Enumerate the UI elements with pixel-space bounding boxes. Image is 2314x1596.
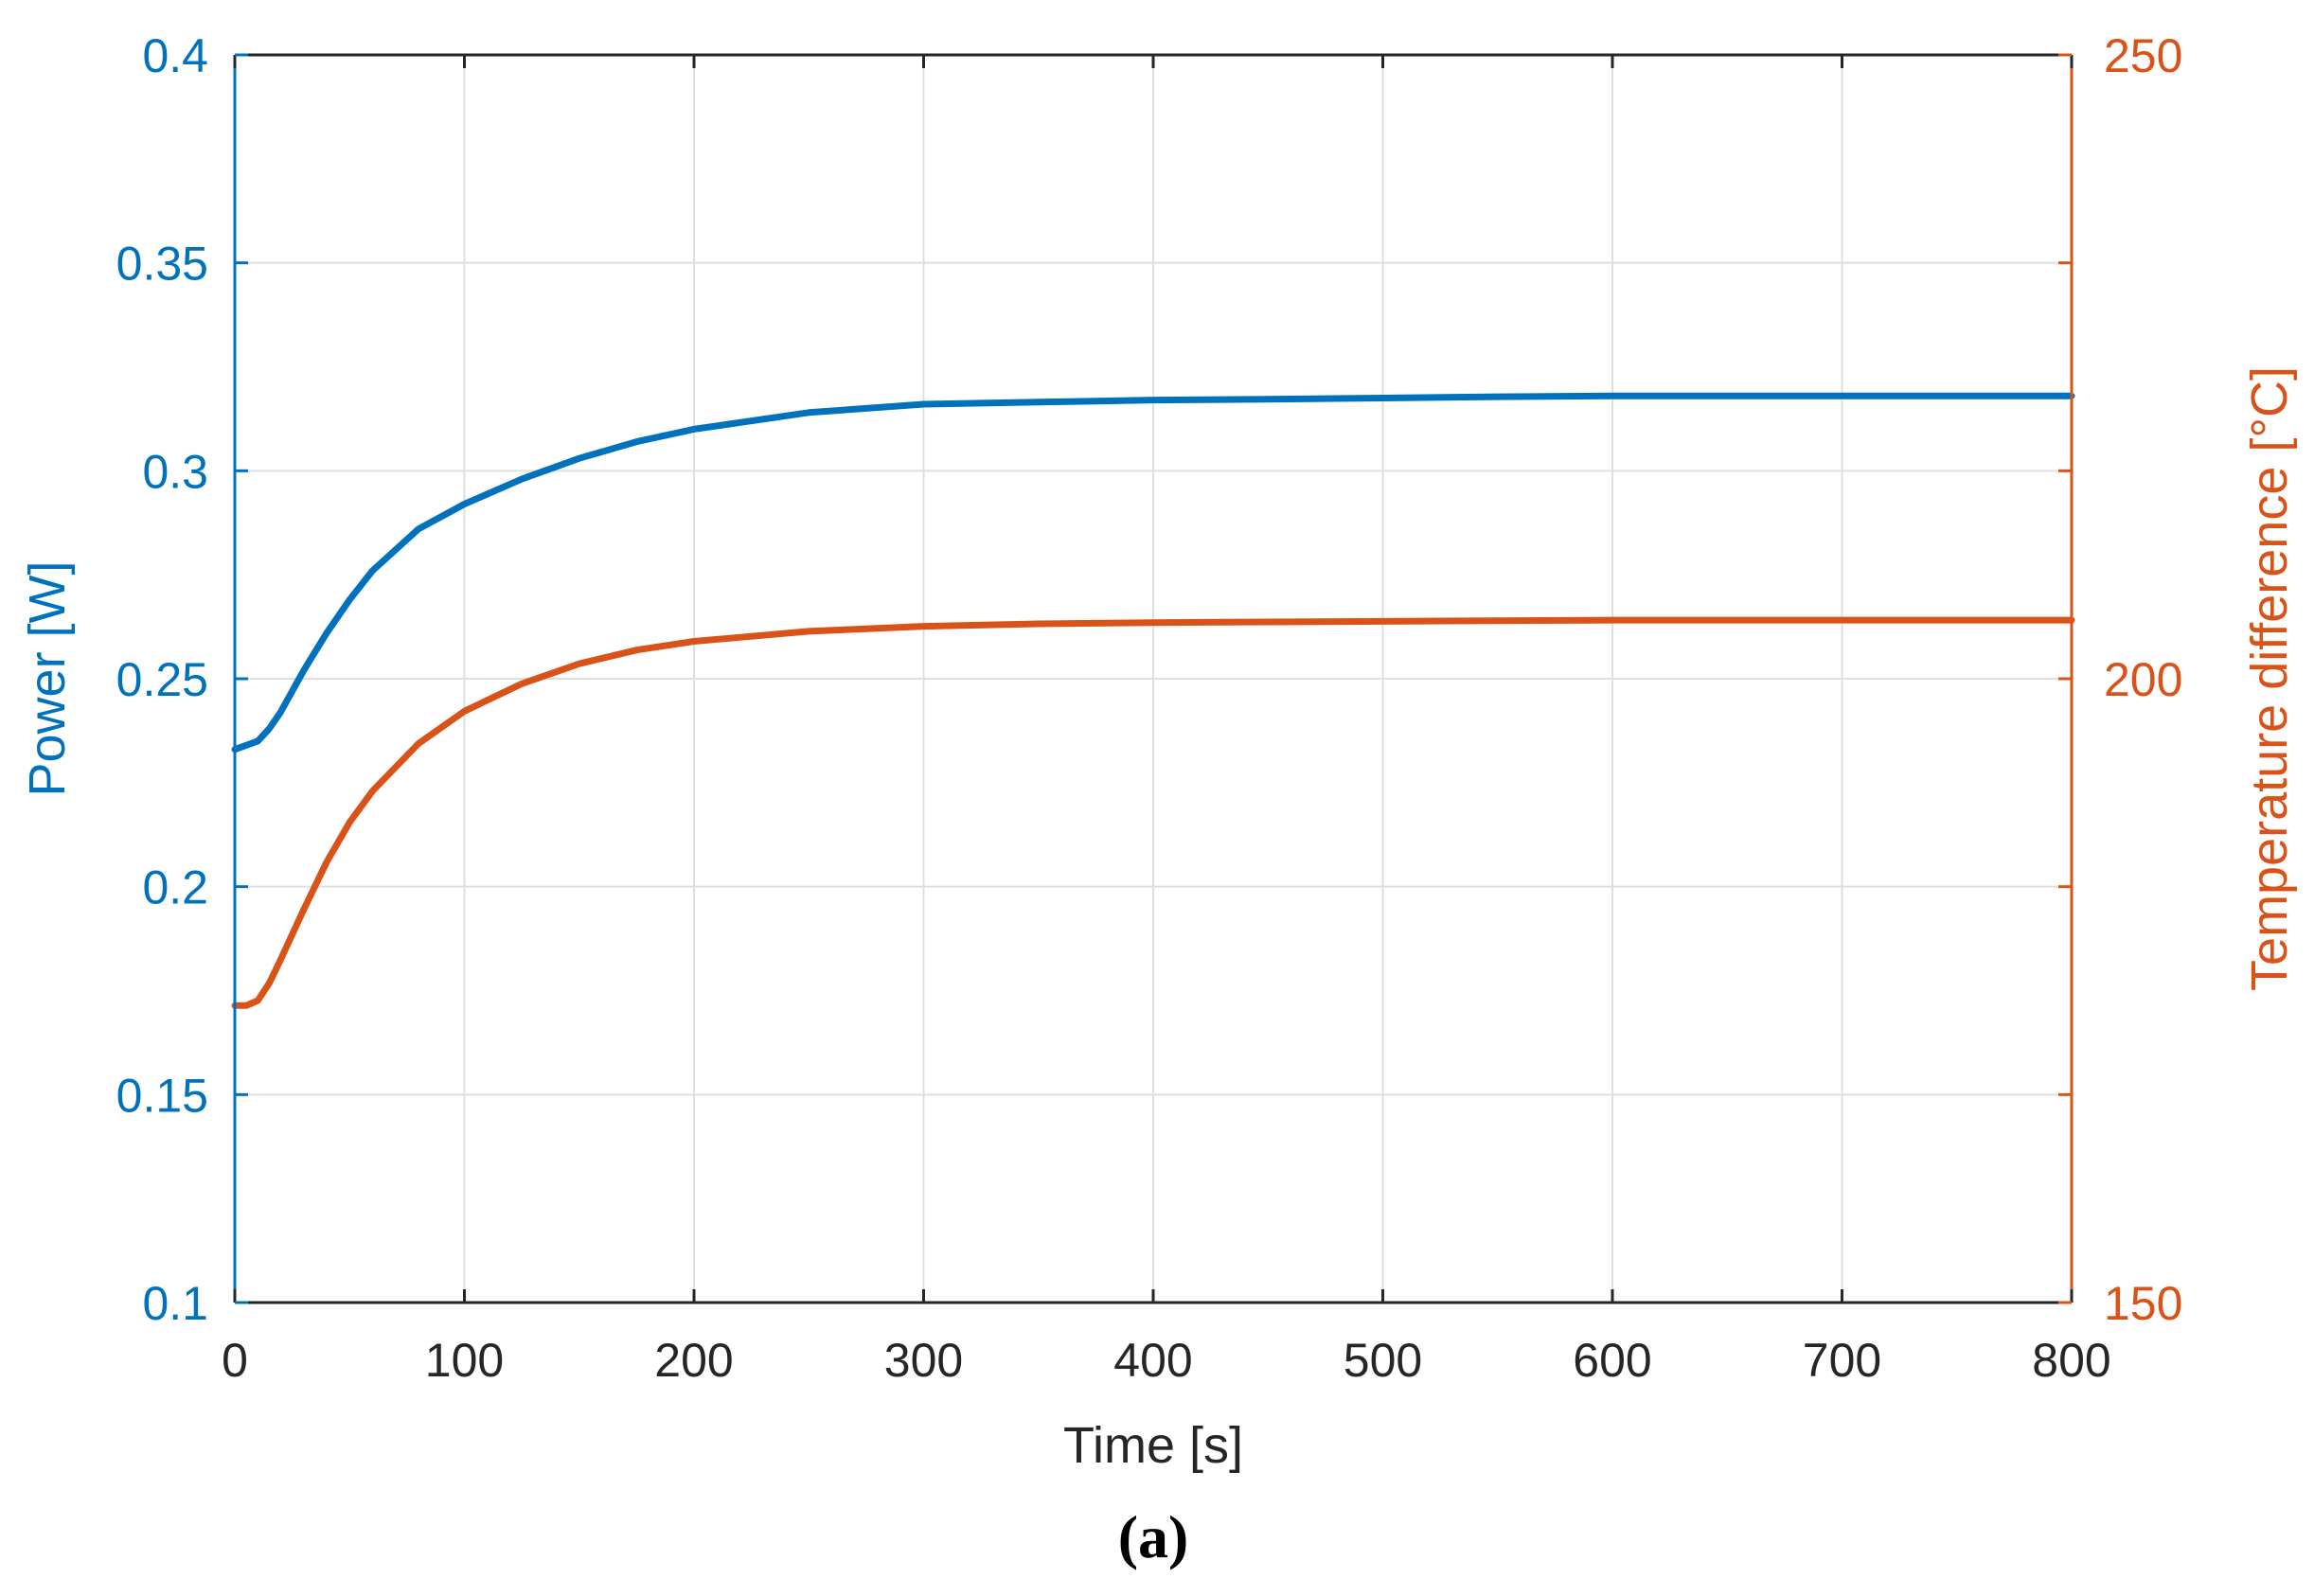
- x-tick-label: 300: [884, 1334, 963, 1387]
- x-tick-label: 100: [425, 1334, 504, 1387]
- y-left-axis-label: Power [W]: [19, 560, 76, 796]
- y-left-tick-label: 0.15: [116, 1069, 208, 1122]
- x-tick-label: 500: [1344, 1334, 1422, 1387]
- x-tick-label: 200: [654, 1334, 733, 1387]
- y-left-tick-label: 0.3: [142, 445, 208, 498]
- x-tick-label: 800: [2032, 1334, 2110, 1387]
- series-group: [231, 392, 2075, 1009]
- x-tick-label: 400: [1113, 1334, 1192, 1387]
- figure-caption: (a): [1118, 1503, 1189, 1570]
- y-left-tick-label: 0.1: [142, 1277, 208, 1330]
- y-right-tick-label: 200: [2104, 653, 2182, 706]
- x-axis-label: Time [s]: [1063, 1417, 1243, 1474]
- y-left-tick-label: 0.25: [116, 653, 208, 706]
- y-right-tick-label: 250: [2104, 29, 2182, 82]
- y-left-tick-label: 0.4: [142, 29, 208, 82]
- temperature-series-line: [231, 616, 2075, 1009]
- x-tick-label: 0: [222, 1334, 248, 1387]
- x-tick-label: 600: [1573, 1334, 1651, 1387]
- y-left-tick-label: 0.35: [116, 238, 208, 291]
- y-right-axis-label: Temperature difference [°C]: [2241, 366, 2298, 991]
- y-right-tick-label: 150: [2104, 1277, 2182, 1330]
- x-tick-label: 700: [1803, 1334, 1881, 1387]
- y-left-tick-label: 0.2: [142, 861, 208, 914]
- axes-group: 0 100 200 300 400 500 600 700 800 0.1 0.15 0.2 0.25 0…: [116, 29, 2183, 1387]
- power-series-line: [231, 392, 2075, 754]
